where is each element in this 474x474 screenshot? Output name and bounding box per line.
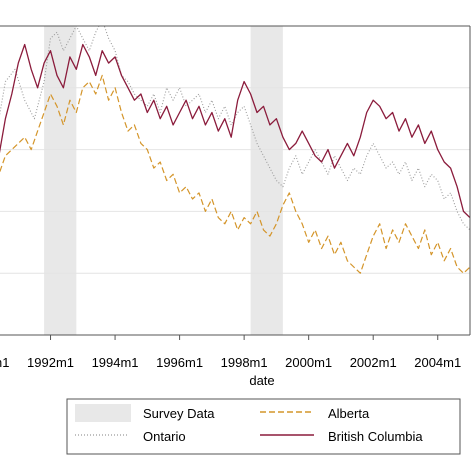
series-line-alberta bbox=[0, 74, 470, 274]
series-lines bbox=[0, 26, 470, 274]
x-tick-label-2: 1994m1 bbox=[92, 355, 139, 370]
legend: Survey Data Alberta Ontario British Colu… bbox=[66, 398, 461, 455]
legend-label-ontario: Ontario bbox=[143, 429, 186, 444]
legend-box bbox=[66, 398, 461, 455]
series-line-bc bbox=[0, 43, 470, 219]
series-line-ontario bbox=[0, 26, 470, 231]
x-axis: 1990m1 1992m1 1994m1 1996m1 1998m1 2000m1 2002… bbox=[0, 335, 461, 370]
x-tick-label-7: 2004m1 bbox=[414, 355, 461, 370]
x-tick-label-3: 1996m1 bbox=[156, 355, 203, 370]
survey-shade-1 bbox=[44, 26, 77, 335]
survey-shade-2 bbox=[250, 26, 283, 335]
plot-area bbox=[0, 25, 471, 336]
x-tick-label-5: 2000m1 bbox=[285, 355, 332, 370]
legend-label-alberta: Alberta bbox=[328, 406, 370, 421]
x-tick-label-4: 1998m1 bbox=[221, 355, 268, 370]
x-tick-label-0: 1990m1 bbox=[0, 355, 9, 370]
x-tick-label-1: 1992m1 bbox=[27, 355, 74, 370]
legend-label-bc: British Columbia bbox=[328, 429, 423, 444]
legend-swatch-survey bbox=[75, 404, 131, 422]
legend-label-survey: Survey Data bbox=[143, 406, 215, 421]
x-tick-label-6: 2002m1 bbox=[350, 355, 397, 370]
x-axis-title: date bbox=[249, 373, 274, 388]
